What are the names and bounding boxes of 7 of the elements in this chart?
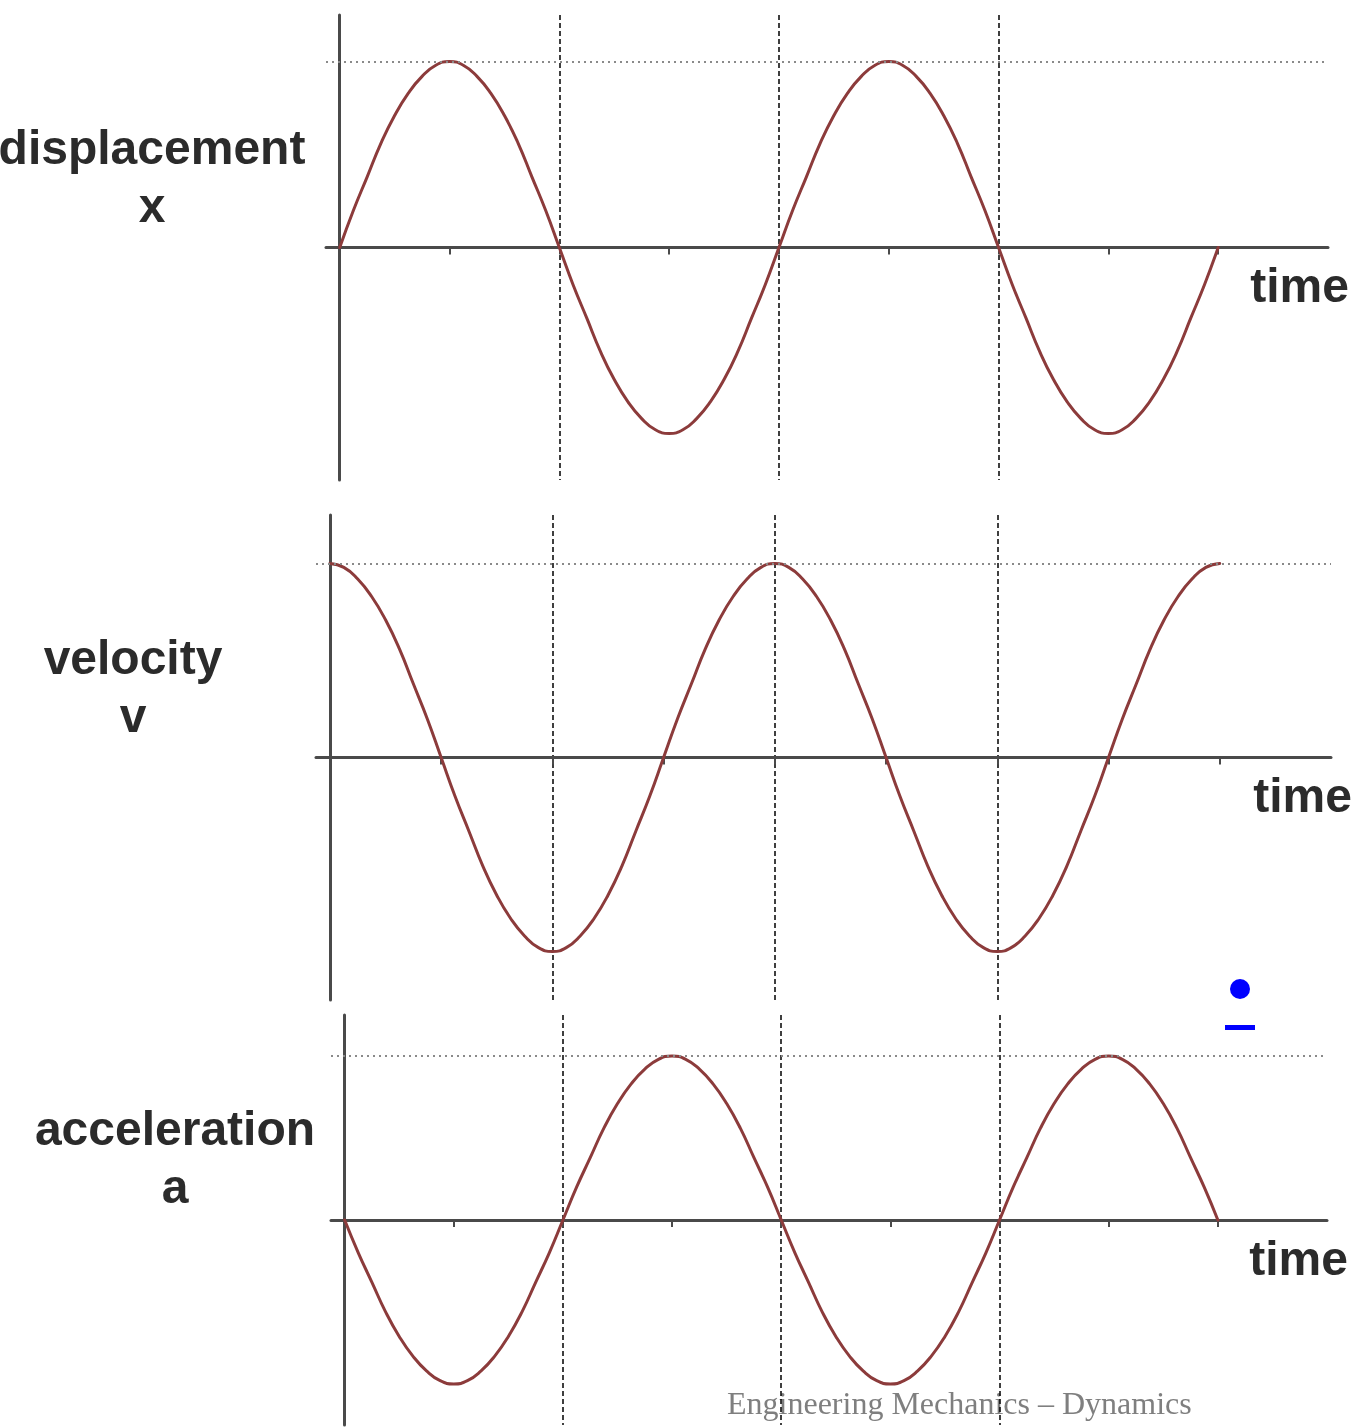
text: Engineering Mechanics – Dynamics [727, 1385, 1192, 1421]
x-axis-title: time [1250, 259, 1349, 312]
y-axis-title: acceleration a [34, 1101, 316, 1213]
x-axis-title: time [1249, 1231, 1348, 1285]
x-axis-title: time [1253, 769, 1352, 822]
y-axis-title: velocity v [43, 630, 223, 742]
y-axis-title: displacement x [0, 120, 306, 232]
